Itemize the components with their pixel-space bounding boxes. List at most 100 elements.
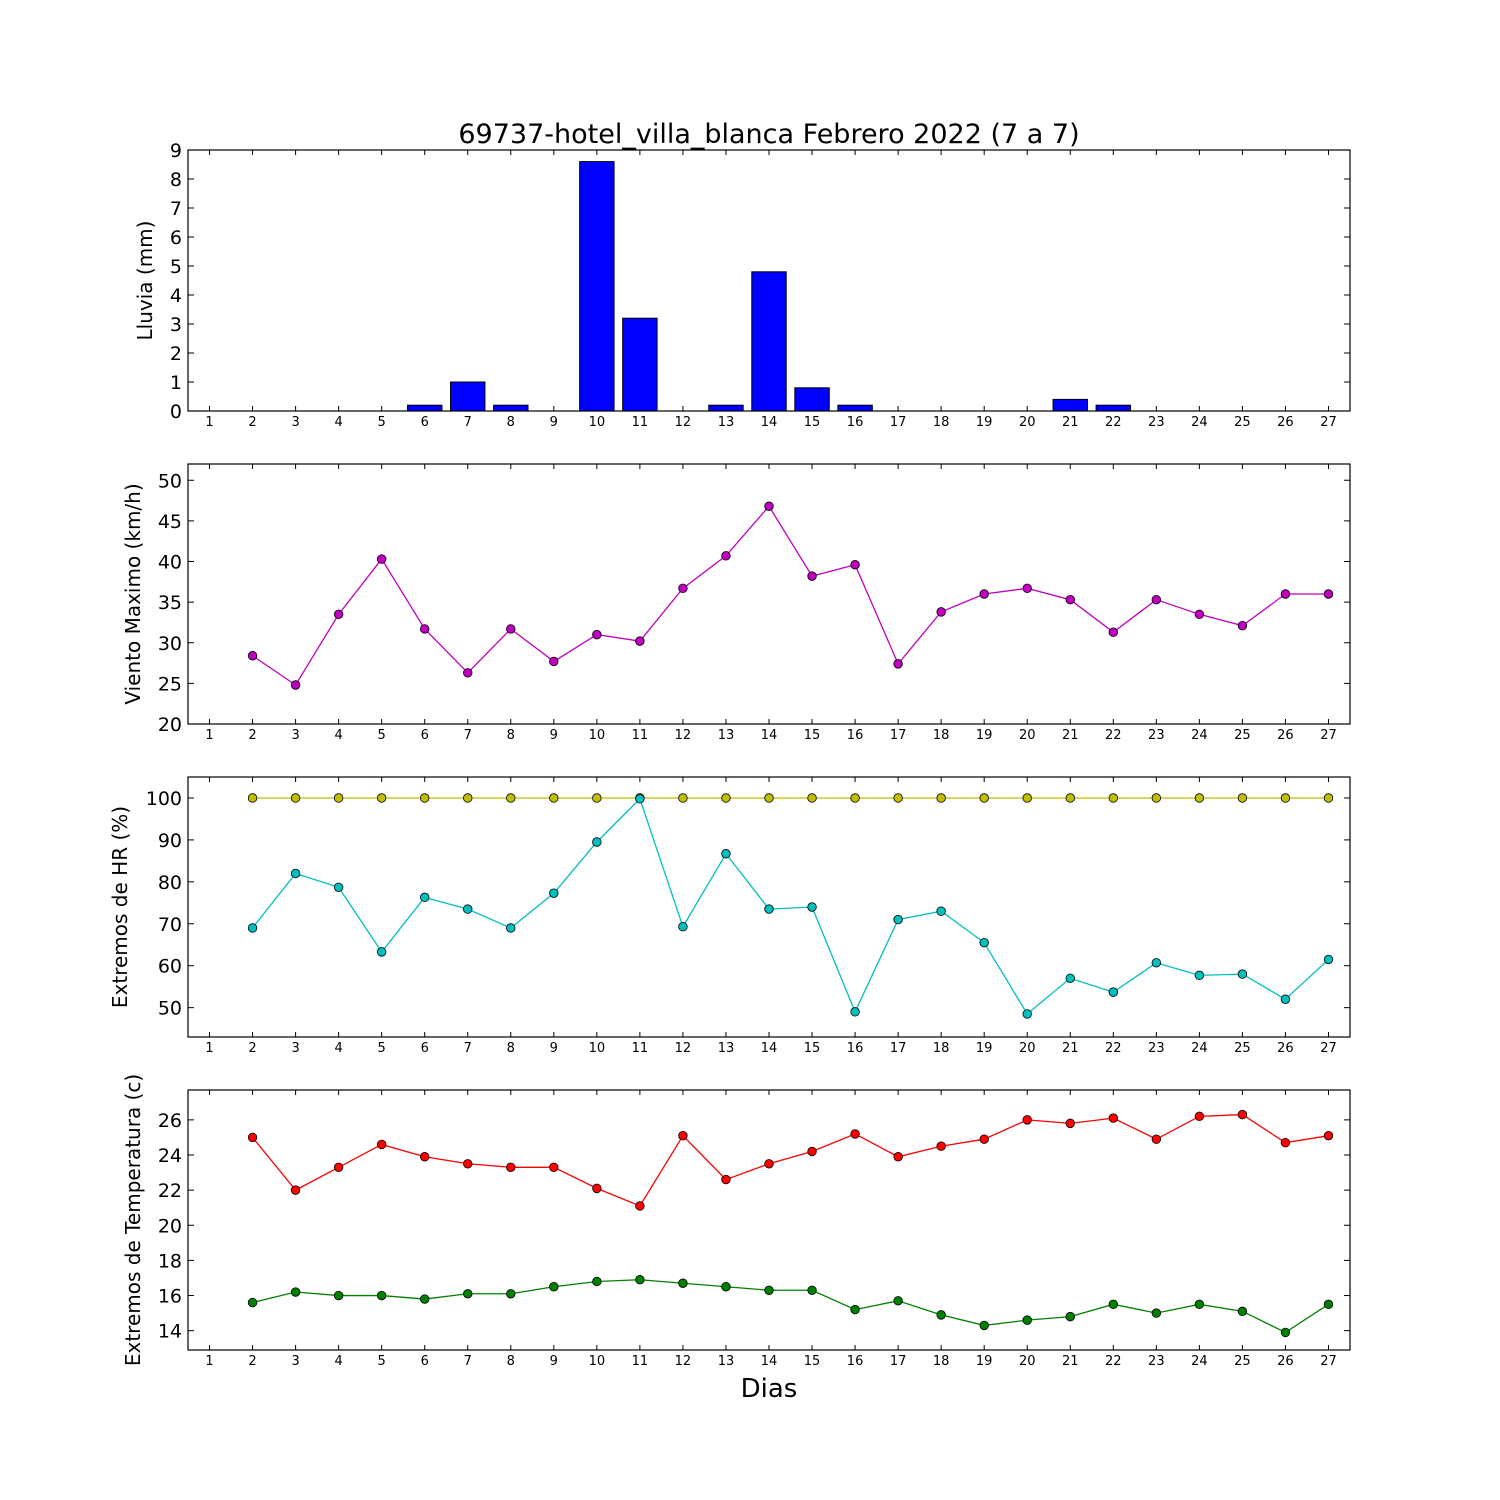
x-tick-label: 16 <box>847 1354 864 1369</box>
x-tick-label: 4 <box>334 1354 342 1369</box>
y-tick-label: 8 <box>170 169 182 191</box>
y-tick-label: 70 <box>158 914 182 936</box>
data-point <box>850 793 860 803</box>
rain-bar <box>1052 398 1088 412</box>
x-tick-label: 4 <box>334 728 342 743</box>
data-point <box>290 868 301 879</box>
x-tick-label: 15 <box>804 415 821 430</box>
y-tick-label: 60 <box>158 956 182 978</box>
panel-4: Extremos de Temperatura (c)Dias141618202… <box>121 1074 1351 1404</box>
x-tick-label: 20 <box>1019 1041 1036 1056</box>
data-point <box>721 1282 731 1292</box>
x-tick-label: 17 <box>890 728 907 743</box>
data-point <box>549 656 559 667</box>
x-tick-label: 19 <box>976 415 993 430</box>
y-tick-label: 9 <box>170 140 182 162</box>
x-tick-label: 11 <box>632 1354 649 1369</box>
data-point <box>549 1282 559 1292</box>
x-tick-label: 19 <box>976 1041 993 1056</box>
x-axis-label: Dias <box>741 1374 798 1404</box>
x-tick-label: 26 <box>1277 1354 1294 1369</box>
x-tick-label: 1 <box>205 415 213 430</box>
x-tick-label: 15 <box>804 1041 821 1056</box>
plot-frame <box>187 1089 1351 1351</box>
x-tick-label: 7 <box>464 1041 472 1056</box>
data-point <box>764 1285 774 1295</box>
x-tick-label: 6 <box>421 415 429 430</box>
data-point <box>1280 1138 1291 1148</box>
data-point <box>420 892 430 903</box>
data-point <box>506 1162 516 1172</box>
y-tick-label: 20 <box>158 714 182 736</box>
data-point <box>1022 1009 1032 1019</box>
data-point <box>1323 954 1334 965</box>
data-point <box>463 1159 473 1169</box>
y-tick-label: 4 <box>170 285 182 307</box>
data-point <box>549 793 559 803</box>
data-point <box>678 922 688 932</box>
data-point <box>592 1276 602 1287</box>
data-point <box>420 793 430 803</box>
data-point <box>290 1287 301 1297</box>
data-point <box>850 1007 860 1017</box>
data-point <box>635 1201 645 1211</box>
x-tick-label: 14 <box>761 415 778 430</box>
x-tick-label: 21 <box>1062 1041 1079 1056</box>
y-tick-label: 3 <box>170 314 182 336</box>
y-tick-label: 0 <box>170 401 182 423</box>
y-tick-label: 1 <box>170 372 182 394</box>
data-point <box>463 668 473 678</box>
data-point <box>333 1162 344 1172</box>
x-tick-label: 10 <box>589 415 606 430</box>
x-tick-label: 16 <box>847 728 864 743</box>
data-point <box>333 1290 344 1301</box>
data-point <box>1194 970 1205 981</box>
data-point <box>936 607 946 617</box>
x-tick-label: 26 <box>1277 415 1294 430</box>
data-point <box>592 629 602 640</box>
x-tick-label: 13 <box>718 1041 735 1056</box>
data-point <box>1151 594 1162 605</box>
x-tick-label: 6 <box>421 1041 429 1056</box>
x-tick-label: 18 <box>933 415 950 430</box>
x-tick-label: 26 <box>1277 1041 1294 1056</box>
data-point <box>247 651 258 661</box>
rain-bar <box>579 161 615 412</box>
data-point <box>1323 1299 1334 1310</box>
data-point <box>1194 1111 1205 1122</box>
data-point <box>1022 793 1032 803</box>
data-point <box>936 1141 946 1151</box>
x-tick-label: 5 <box>378 1354 386 1369</box>
x-tick-label: 2 <box>248 728 256 743</box>
data-point <box>721 551 731 561</box>
data-point <box>635 1275 645 1285</box>
x-tick-label: 21 <box>1062 1354 1079 1369</box>
y-tick-label: 40 <box>158 552 182 574</box>
data-point <box>376 554 387 564</box>
y-tick-label: 18 <box>158 1250 182 1272</box>
x-tick-label: 3 <box>291 728 299 743</box>
data-point <box>635 636 645 646</box>
y-tick-label: 30 <box>158 633 182 655</box>
data-point <box>893 914 903 925</box>
data-point <box>850 560 860 570</box>
x-tick-label: 22 <box>1105 728 1122 743</box>
data-point <box>1323 589 1334 599</box>
data-point <box>1237 620 1248 631</box>
data-point <box>1280 994 1291 1004</box>
chart-title: 69737-hotel_villa_blanca Febrero 2022 (7… <box>458 119 1079 150</box>
data-point <box>506 923 516 933</box>
x-tick-label: 24 <box>1191 1354 1208 1369</box>
data-point <box>1280 1327 1291 1338</box>
x-tick-label: 9 <box>550 415 558 430</box>
data-point <box>333 882 344 892</box>
y-tick-label: 24 <box>158 1145 182 1167</box>
plot-frame <box>187 463 1351 725</box>
x-tick-label: 11 <box>632 415 649 430</box>
data-point <box>807 571 817 581</box>
x-tick-label: 13 <box>718 415 735 430</box>
plot-frame <box>187 149 1351 412</box>
x-tick-label: 10 <box>589 1041 606 1056</box>
x-tick-label: 8 <box>507 415 515 430</box>
